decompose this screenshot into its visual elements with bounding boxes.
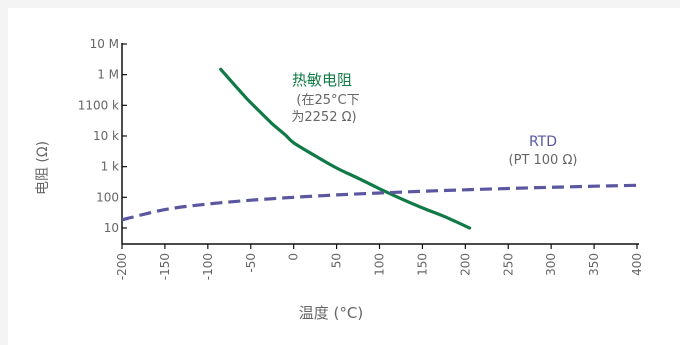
x-tick-label: 300 [544, 253, 558, 276]
x-tick-label: 150 [415, 253, 429, 276]
thermistor-note-line1: (在25°C下 [296, 93, 359, 108]
y-tick-label: 10 [104, 221, 119, 235]
rtd-label: RTD [529, 134, 557, 150]
x-tick-label: 250 [501, 253, 515, 276]
x-tick-label: 50 [330, 253, 344, 268]
x-tick-label: -100 [201, 253, 215, 280]
x-axis-title: 温度 (°C) [299, 304, 363, 322]
chart-card: -200 -150 -100 -50 0 50 100 150 200 250 300 350 400 … [8, 8, 680, 345]
rtd-note: (PT 100 Ω) [509, 153, 578, 168]
thermistor-curve [219, 67, 472, 230]
resistance-temperature-chart: -200 -150 -100 -50 0 50 100 150 200 250 300 350 400 … [35, 37, 644, 322]
y-axis-title: 电阻 (Ω) [35, 141, 51, 195]
y-tick-label: 1100 k [78, 98, 119, 112]
rtd-curve [121, 183, 638, 222]
y-ticks: 10 100 1 k 10 k 1100 k 1 M 10 M [78, 37, 127, 235]
x-ticks: -200 -150 -100 -50 0 50 100 150 200 250 300 350 400 [115, 244, 644, 280]
x-tick-label: 0 [287, 253, 301, 261]
x-tick-label: 200 [458, 253, 472, 276]
y-tick-label: 1 k [101, 160, 119, 174]
x-tick-label: -50 [244, 253, 258, 273]
y-tick-label: 100 [96, 190, 119, 204]
series-layer [121, 67, 638, 230]
x-tick-label: 350 [587, 253, 601, 276]
x-tick-label: 400 [630, 253, 644, 276]
y-tick-label: 10 k [93, 129, 119, 143]
x-tick-label: -200 [115, 253, 129, 280]
thermistor-note-line2: 为2252 Ω) [291, 110, 356, 125]
x-tick-label: -150 [158, 253, 172, 280]
y-tick-label: 1 M [97, 68, 119, 82]
x-tick-label: 100 [373, 253, 387, 276]
y-tick-label: 10 M [90, 37, 119, 51]
thermistor-label: 热敏电阻 [292, 71, 352, 89]
